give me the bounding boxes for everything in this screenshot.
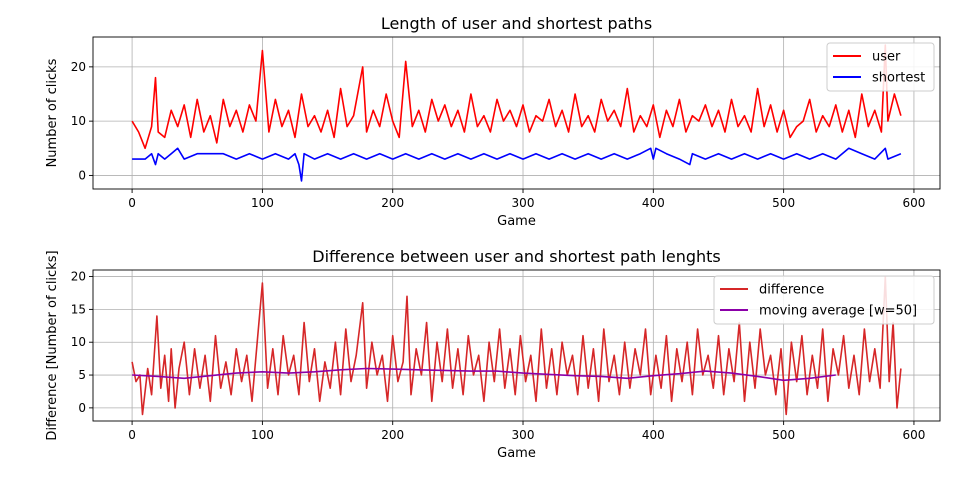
x-tick-label: 200 bbox=[381, 428, 404, 442]
x-axis-label: Game bbox=[497, 214, 536, 229]
x-tick-label: 600 bbox=[902, 196, 925, 210]
legend-box bbox=[713, 275, 935, 325]
legend-label: user bbox=[872, 50, 901, 65]
y-tick-label: 10 bbox=[71, 114, 86, 128]
x-tick-label: 300 bbox=[512, 428, 535, 442]
x-axis-label: Game bbox=[497, 446, 536, 461]
series-line-user bbox=[131, 44, 902, 150]
y-axis-label: Number of clicks bbox=[45, 58, 60, 167]
chart-title: Length of user and shortest paths bbox=[381, 14, 652, 33]
legend-label: difference bbox=[759, 283, 824, 298]
x-tick-label: 500 bbox=[772, 196, 795, 210]
x-tick-label: 100 bbox=[251, 428, 274, 442]
y-tick-label: 20 bbox=[71, 270, 86, 284]
legend: difference moving average [w=50] bbox=[713, 275, 935, 325]
series-line-shortest bbox=[132, 147, 902, 182]
x-tick-label: 200 bbox=[381, 196, 404, 210]
x-tick-label: 100 bbox=[251, 196, 274, 210]
y-tick-label: 20 bbox=[71, 60, 86, 74]
chart-2: 0 100 200 300 400 500 600 0 5 10 15 20 Difference be… bbox=[45, 247, 941, 461]
x-tick-label: 400 bbox=[642, 196, 665, 210]
x-tick-label: 400 bbox=[642, 428, 665, 442]
x-tick-label: 0 bbox=[128, 428, 136, 442]
legend-label: shortest bbox=[872, 71, 925, 86]
series-line-difference bbox=[131, 275, 902, 416]
axes-frame bbox=[92, 269, 941, 422]
legend-label: moving average [w=50] bbox=[759, 304, 917, 319]
x-tick-label: 500 bbox=[772, 428, 795, 442]
chart-1: 0 100 200 300 400 500 600 0 10 20 Length of user a… bbox=[45, 14, 941, 229]
axes-frame bbox=[92, 36, 941, 190]
y-tick-label: 10 bbox=[71, 335, 86, 349]
x-tick-label: 0 bbox=[128, 196, 136, 210]
x-tick-label: 300 bbox=[512, 196, 535, 210]
chart-title: Difference between user and shortest pat… bbox=[312, 247, 720, 266]
y-tick-label: 15 bbox=[71, 302, 86, 316]
legend: user shortest bbox=[826, 42, 935, 92]
series-line-moving-average-w-50- bbox=[132, 367, 836, 382]
y-tick-label: 0 bbox=[78, 401, 86, 415]
y-tick-label: 0 bbox=[78, 168, 86, 182]
x-tick-label: 600 bbox=[902, 428, 925, 442]
y-tick-label: 5 bbox=[78, 368, 86, 382]
y-axis-label: Difference [Number of clicks] bbox=[45, 250, 60, 440]
